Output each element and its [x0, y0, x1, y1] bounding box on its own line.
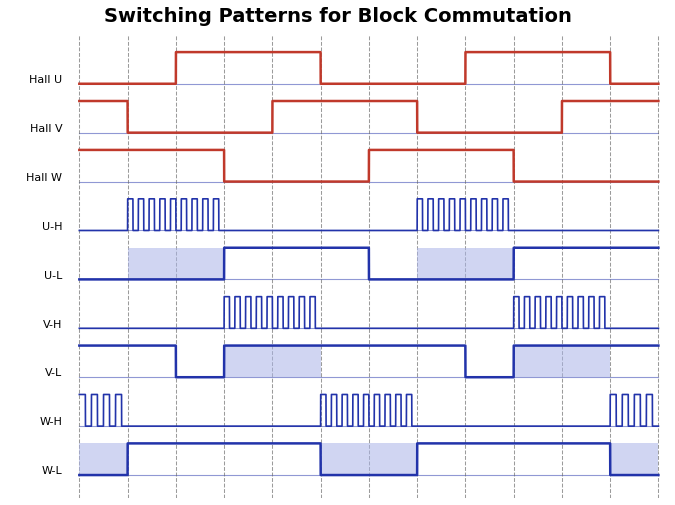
Text: W-L: W-L: [42, 466, 63, 475]
Text: W-H: W-H: [40, 417, 63, 427]
Text: V-L: V-L: [45, 368, 63, 378]
Title: Switching Patterns for Block Commutation: Switching Patterns for Block Commutation: [103, 7, 572, 26]
Text: U-L: U-L: [44, 270, 63, 280]
Text: V-H: V-H: [43, 319, 63, 329]
Text: Hall V: Hall V: [30, 124, 63, 134]
Text: Hall U: Hall U: [29, 75, 63, 85]
Text: U-H: U-H: [42, 221, 63, 231]
Text: Hall W: Hall W: [26, 173, 63, 182]
